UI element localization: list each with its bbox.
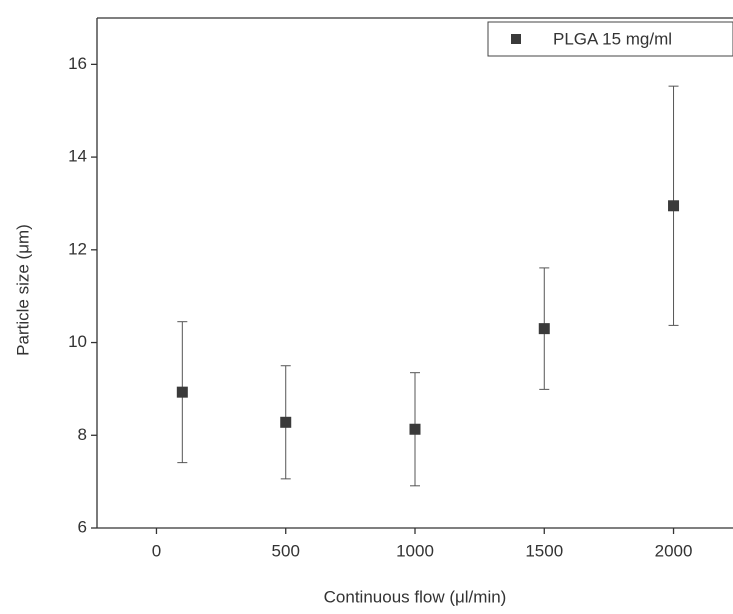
point xyxy=(538,323,550,335)
x-tick-label: 500 xyxy=(272,541,300,560)
y-tick-label: 12 xyxy=(68,239,87,258)
x-tick-label: 1500 xyxy=(525,541,563,560)
y-axis-label: Particle size (μm) xyxy=(13,224,32,356)
y-tick-label: 10 xyxy=(68,332,87,351)
point xyxy=(176,386,188,398)
point xyxy=(668,200,680,212)
point xyxy=(409,423,421,435)
y-tick-label: 8 xyxy=(78,425,87,444)
legend-label: PLGA 15 mg/ml xyxy=(553,29,672,48)
x-tick-label: 1000 xyxy=(396,541,434,560)
legend-marker xyxy=(511,34,521,44)
y-tick-label: 14 xyxy=(68,147,87,166)
y-tick-label: 6 xyxy=(78,517,87,536)
legend-box xyxy=(487,21,733,57)
x-tick-label: 2000 xyxy=(655,541,693,560)
x-axis-label: Continuous flow (μl/min) xyxy=(324,587,507,606)
y-tick-label: 16 xyxy=(68,54,87,73)
point xyxy=(280,416,292,428)
x-tick-label: 0 xyxy=(152,541,161,560)
